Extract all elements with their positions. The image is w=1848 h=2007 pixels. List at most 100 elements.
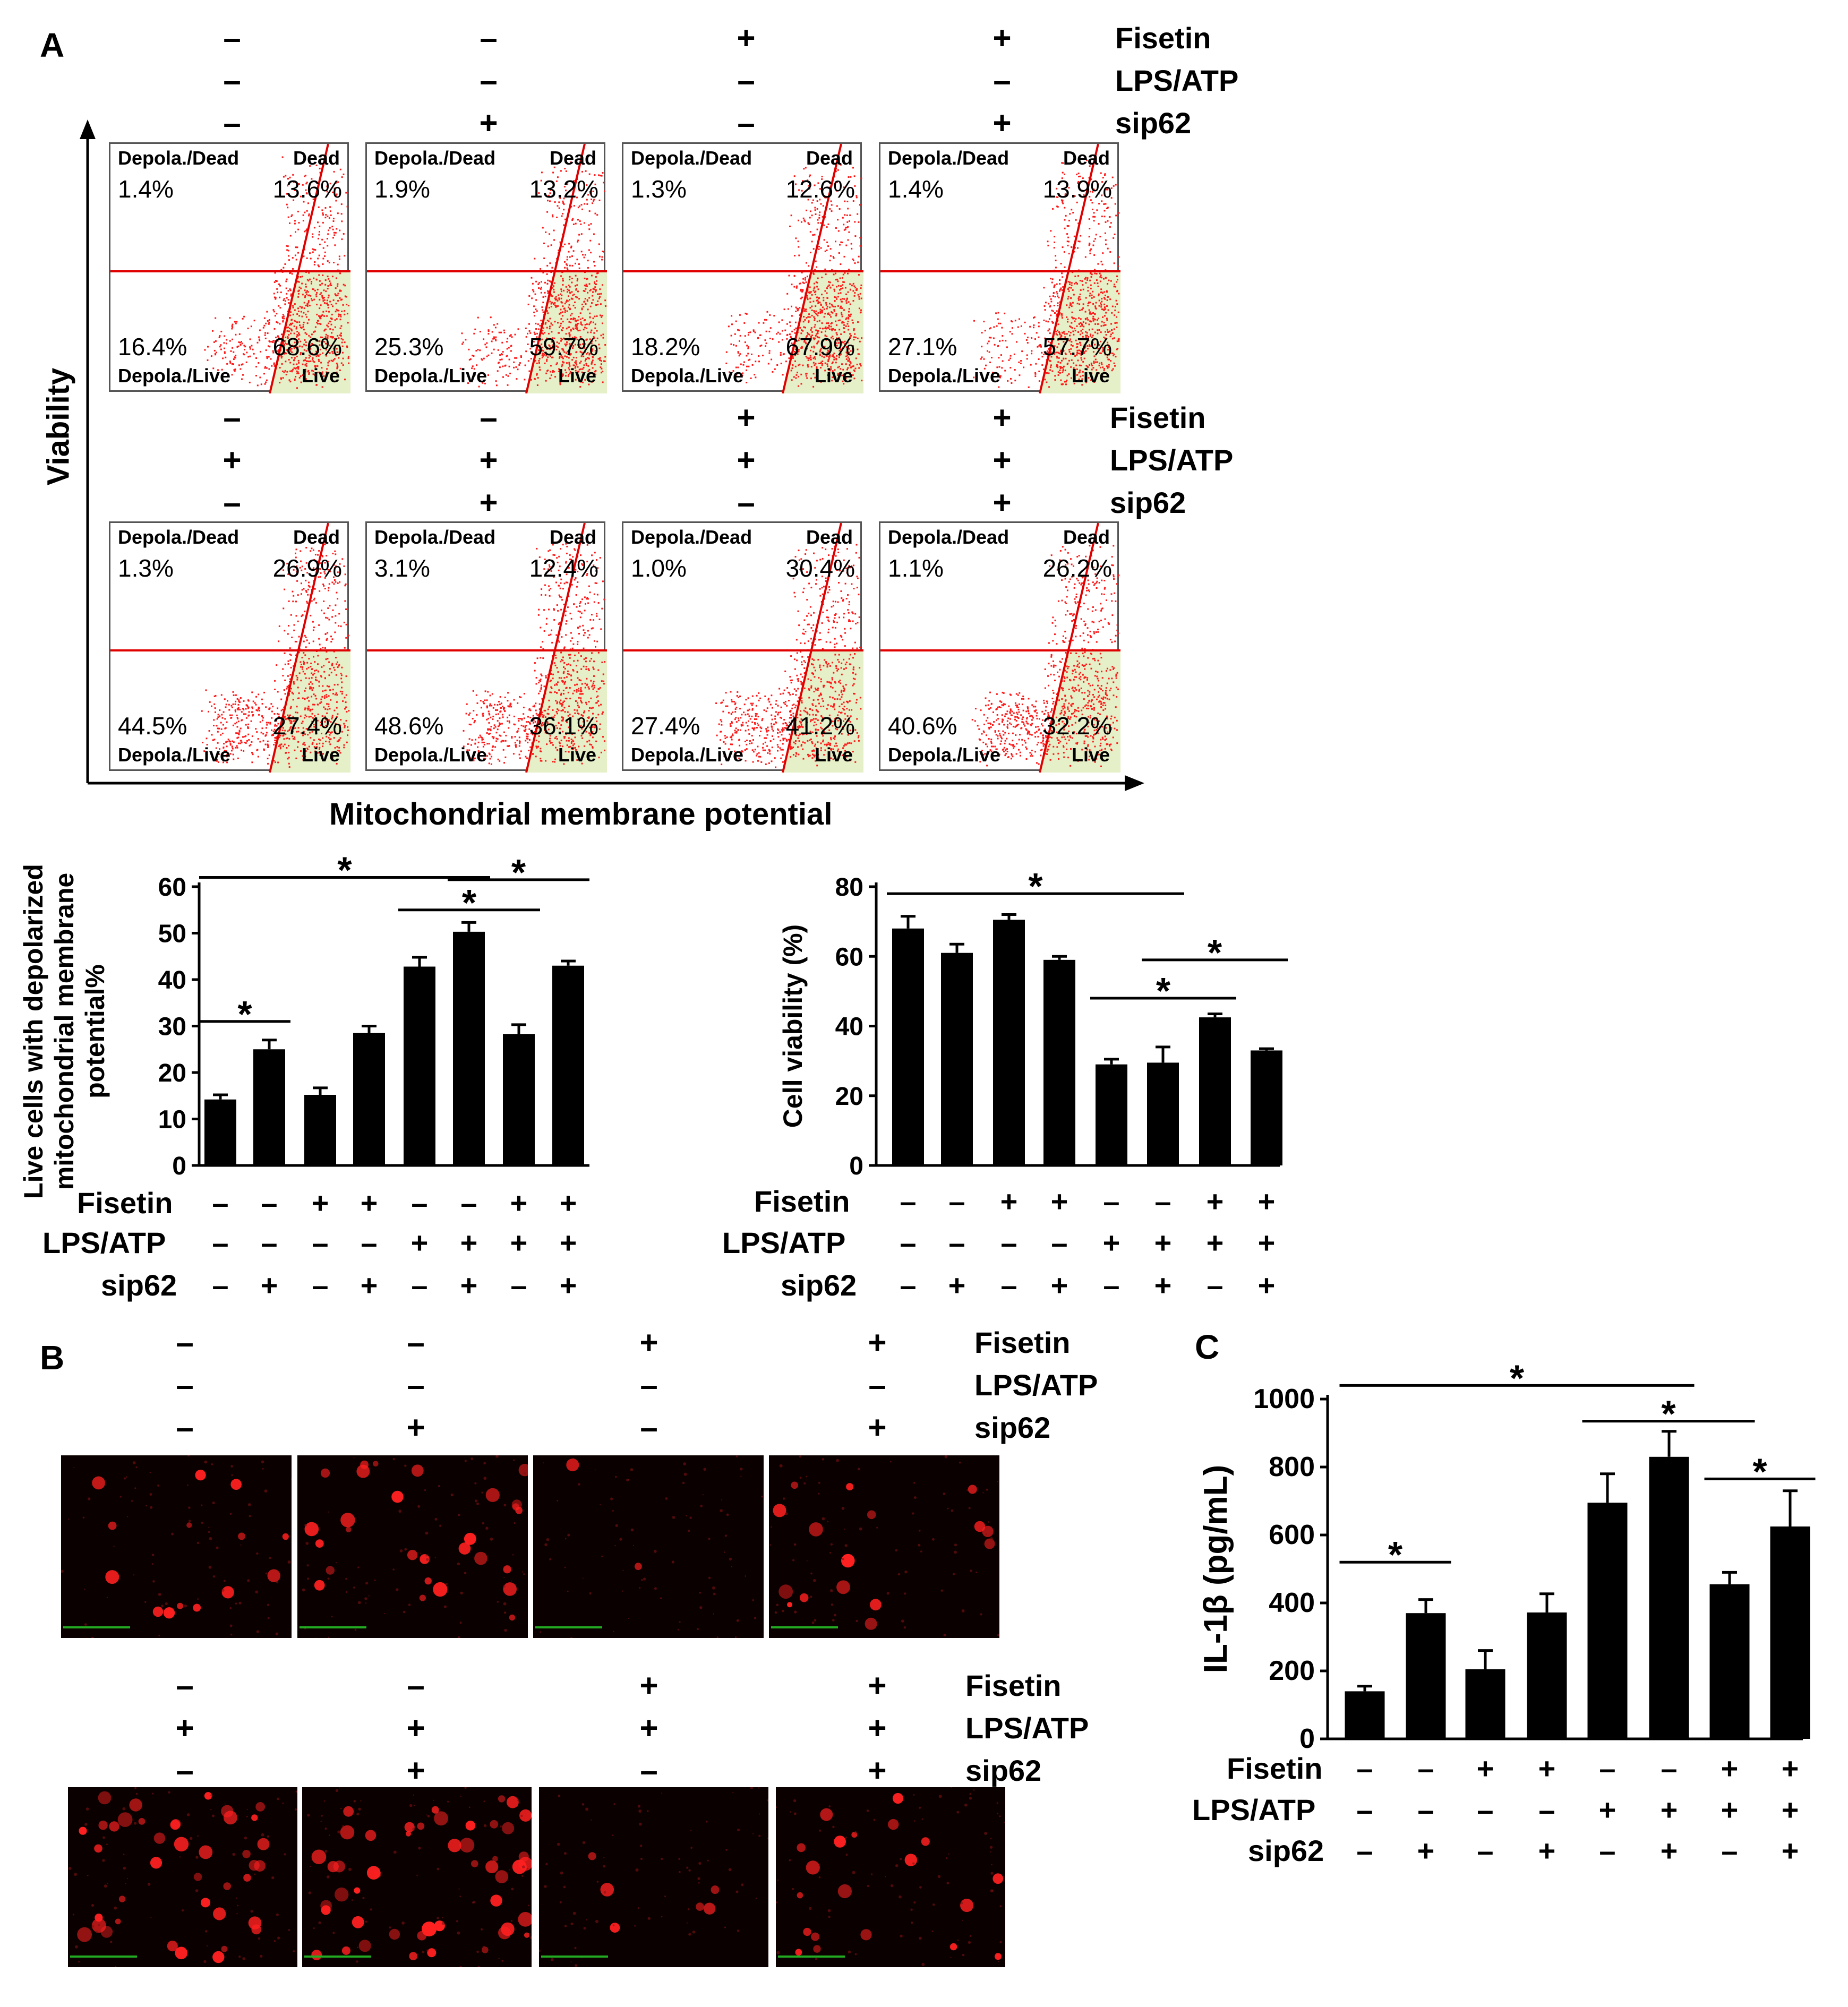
stained-cells	[307, 1787, 532, 1967]
quadrant-label-depola-dead: Depola./Dead	[631, 147, 752, 169]
sign-lps_atp: –	[1051, 1226, 1067, 1259]
microscopy-image-6	[301, 1786, 533, 1969]
flow-plot-scatter	[110, 523, 350, 773]
quadrant-label-depola-dead: Depola./Dead	[631, 526, 752, 548]
sign-sip62: +	[460, 1268, 478, 1302]
quadrant-label-depola-live: Depola./Live	[888, 365, 1001, 387]
pct-depola-live: 48.6%	[374, 712, 444, 740]
y-tick-label: 0	[172, 1152, 186, 1180]
significance-star: *	[1028, 865, 1043, 907]
sign-sip62: –	[640, 1753, 658, 1788]
significance-star: *	[511, 852, 526, 893]
bar	[941, 953, 973, 1165]
pct-depola-live: 27.1%	[888, 333, 957, 361]
diagonal-gate	[525, 523, 586, 773]
pct-depola-live: 40.6%	[888, 712, 957, 740]
sign-lps_atp: +	[1599, 1793, 1616, 1826]
sign-lps_atp: –	[1477, 1793, 1493, 1826]
sign-sip62: +	[406, 1410, 425, 1445]
live-quadrant-fill	[783, 271, 863, 393]
quadrant-label-depola-live: Depola./Live	[631, 365, 744, 387]
sign-lps_atp: –	[948, 1226, 965, 1259]
bar	[1199, 1017, 1231, 1165]
row-label-lps_atp: LPS/ATP	[1192, 1793, 1315, 1826]
y-tick-label: 60	[835, 943, 863, 971]
flow-plot-7: Depola./Dead Dead 1.0% 30.4% 27.4% 41.2% Depol…	[622, 521, 863, 773]
significance-star: *	[462, 882, 477, 923]
sign-fisetin: –	[407, 1325, 425, 1360]
y-tick-label: 400	[1269, 1588, 1315, 1618]
quadrant-label-depola-live: Depola./Live	[631, 744, 744, 766]
sign-lps_atp: +	[1782, 1793, 1799, 1826]
y-tick-label: 600	[1269, 1520, 1315, 1550]
bar	[1406, 1613, 1446, 1739]
sign-lps_atp: +	[993, 442, 1012, 478]
quadrant-label-depola-live: Depola./Live	[118, 744, 231, 766]
sign-lps_atp: +	[1258, 1226, 1276, 1259]
sign-fisetin: +	[639, 1668, 658, 1703]
sign-lps_atp: +	[406, 1710, 425, 1746]
pct-depola-live: 18.2%	[631, 333, 700, 361]
sign-lps_atp: –	[1356, 1793, 1373, 1826]
significance-star: *	[1388, 1534, 1403, 1575]
diagonal-gate	[269, 523, 329, 773]
sign-lps_atp: –	[261, 1226, 277, 1259]
sign-lps_atp: +	[639, 1710, 658, 1746]
fluorescence-cells	[776, 1787, 1005, 1966]
quadrant-label-live: Live	[814, 365, 853, 387]
flow-plot-scatter	[623, 523, 863, 773]
pct-dead: 12.6%	[785, 175, 855, 203]
flow-y-axis-label: Viability	[41, 367, 76, 486]
bar	[453, 931, 485, 1165]
y-tick-label: 80	[835, 873, 863, 902]
sign-lps_atp: +	[479, 442, 498, 478]
sign-fisetin: +	[1258, 1185, 1276, 1218]
quadrant-label-depola-dead: Depola./Dead	[118, 526, 239, 548]
sign-fisetin: +	[361, 1186, 378, 1220]
sign-fisetin: –	[1599, 1752, 1615, 1785]
sign-fisetin: –	[261, 1186, 277, 1220]
sign-fisetin: +	[1782, 1752, 1799, 1785]
bar	[1251, 1050, 1282, 1165]
sign-sip62: –	[1721, 1834, 1738, 1867]
row-label-lps_atp: LPS/ATP	[1110, 443, 1234, 477]
fluorescence-cells	[535, 1455, 763, 1638]
sign-fisetin: +	[560, 1186, 577, 1220]
quadrant-label-dead: Dead	[293, 526, 340, 548]
panel-letter-c: C	[1195, 1328, 1220, 1366]
row-label-lps_atp: LPS/ATP	[965, 1711, 1089, 1745]
flow-plot-8: Depola./Dead Dead 1.1% 26.2% 40.6% 32.2% Depol…	[879, 521, 1120, 773]
bar	[353, 1033, 385, 1165]
quadrant-label-depola-dead: Depola./Dead	[888, 526, 1009, 548]
sign-fisetin: –	[480, 400, 498, 435]
sign-fisetin: +	[1538, 1752, 1556, 1785]
panel-letter-b: B	[40, 1339, 65, 1377]
microscopy-image-2	[296, 1454, 529, 1640]
sign-sip62: +	[993, 105, 1012, 141]
bar	[1096, 1064, 1127, 1165]
sign-fisetin: +	[1477, 1752, 1494, 1785]
sign-sip62: +	[479, 105, 498, 141]
y-tick-label: 10	[158, 1106, 186, 1134]
sign-sip62: –	[510, 1268, 527, 1302]
flow-plot-3: Depola./Dead Dead 1.3% 12.6% 18.2% 67.9% Depol…	[622, 142, 863, 393]
sign-lps_atp: +	[1154, 1226, 1172, 1259]
sign-fisetin: –	[212, 1186, 228, 1220]
sign-sip62: +	[1538, 1834, 1556, 1867]
stained-cells	[68, 1787, 297, 1967]
quadrant-label-dead: Dead	[1063, 526, 1110, 548]
flow-plot-scatter	[880, 523, 1120, 773]
cell-dots	[463, 541, 606, 765]
bar	[1345, 1691, 1385, 1739]
flow-plot-scatter	[623, 144, 863, 393]
sign-fisetin: +	[1051, 1185, 1068, 1218]
sign-lps_atp: +	[737, 442, 756, 478]
row-label-fisetin: Fisetin	[1115, 21, 1211, 55]
sign-lps_atp: +	[510, 1226, 528, 1259]
microscopy-image-7	[537, 1786, 770, 1969]
pct-live: 36.1%	[529, 712, 598, 740]
pct-live: 41.2%	[785, 712, 855, 740]
sign-sip62: +	[261, 1268, 278, 1302]
significance-star: *	[1208, 932, 1222, 973]
